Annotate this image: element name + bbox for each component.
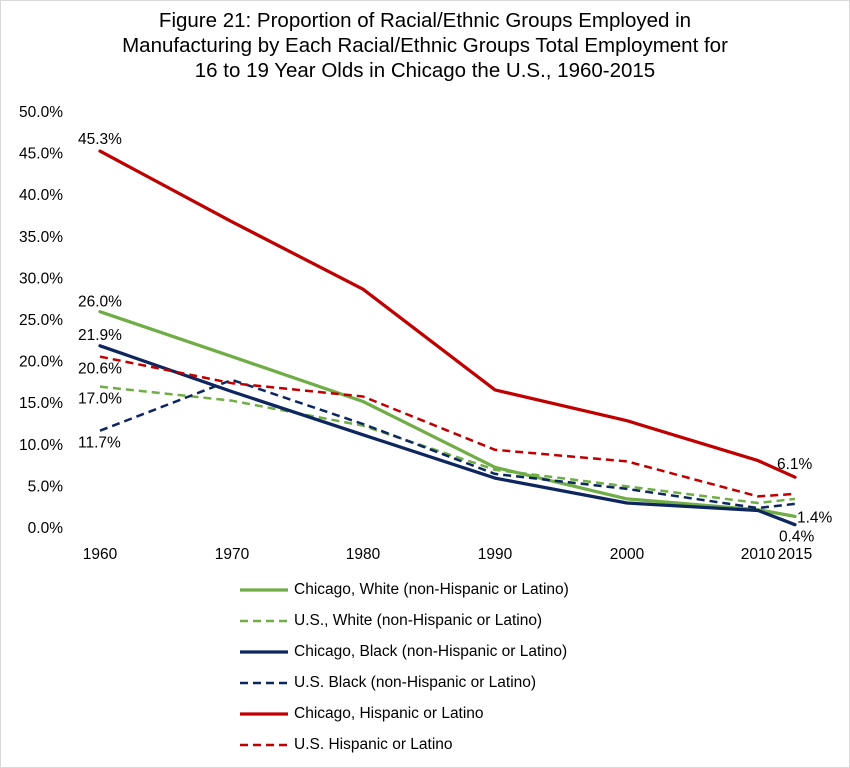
legend-item-1: Chicago, White (non-Hispanic or Latino)	[240, 574, 569, 605]
legend-item-4: U.S. Black (non-Hispanic or Latino)	[240, 667, 569, 698]
legend-label: U.S. Black (non-Hispanic or Latino)	[294, 673, 537, 691]
data-label: 17.0%	[78, 391, 122, 408]
chart-title-line-3: 16 to 19 Year Olds in Chicago the U.S., …	[194, 59, 656, 82]
legend-label: Chicago, Black (non-Hispanic or Latino)	[294, 642, 568, 660]
data-label: 1.4%	[797, 509, 833, 526]
x-tick-label: 1960	[83, 546, 118, 563]
legend-swatch	[240, 619, 288, 622]
series-line-5	[98, 149, 797, 479]
x-tick-label: 2010	[741, 546, 776, 563]
x-tick-label: 1970	[215, 546, 250, 563]
data-label: 0.4%	[779, 529, 815, 546]
y-tick-label: 40.0%	[19, 187, 63, 204]
legend-label: Chicago, Hispanic or Latino	[294, 704, 484, 722]
y-tick-label: 20.0%	[19, 354, 63, 371]
chart-legend: Chicago, White (non-Hispanic or Latino) U…	[240, 574, 569, 760]
y-tick-label: 25.0%	[19, 312, 63, 329]
legend-item-6: U.S. Hispanic or Latino	[240, 729, 569, 760]
series-line-6	[99, 355, 796, 498]
legend-label: Chicago, White (non-Hispanic or Latino)	[294, 580, 569, 598]
chart-title-line-1: Figure 21: Proportion of Racial/Ethnic G…	[158, 9, 692, 32]
legend-swatch	[240, 681, 288, 684]
legend-item-3: Chicago, Black (non-Hispanic or Latino)	[240, 636, 569, 667]
legend-swatch	[240, 649, 288, 654]
legend-swatch	[240, 743, 288, 746]
y-tick-label: 45.0%	[19, 146, 63, 163]
y-tick-label: 5.0%	[28, 478, 64, 495]
y-tick-label: 30.0%	[19, 270, 63, 287]
chart-title-line-2: Manufacturing by Each Racial/Ethnic Grou…	[122, 34, 728, 57]
x-tick-label: 1980	[346, 546, 381, 563]
x-tick-label: 2000	[610, 546, 645, 563]
y-tick-label: 0.0%	[28, 520, 64, 537]
series-line-2	[99, 385, 796, 505]
legend-item-5: Chicago, Hispanic or Latino	[240, 698, 569, 729]
series-line-1	[98, 310, 797, 519]
y-tick-label: 10.0%	[19, 437, 63, 454]
data-label: 21.9%	[78, 327, 122, 344]
series-line-3	[98, 344, 797, 527]
chart-title: Figure 21: Proportion of Racial/Ethnic G…	[0, 8, 850, 83]
data-label: 6.1%	[777, 456, 813, 473]
legend-label: U.S. Hispanic or Latino	[294, 735, 453, 753]
data-label: 11.7%	[78, 435, 121, 452]
data-label: 26.0%	[78, 294, 122, 311]
data-label: 20.6%	[78, 361, 122, 378]
series-line-4	[99, 378, 796, 510]
x-tick-label: 1990	[478, 546, 513, 563]
y-tick-label: 35.0%	[19, 229, 63, 246]
x-tick-label: 2015	[778, 546, 812, 563]
legend-swatch	[240, 587, 288, 592]
legend-label: U.S., White (non-Hispanic or Latino)	[294, 611, 543, 629]
y-tick-label: 15.0%	[19, 395, 63, 412]
legend-swatch	[240, 711, 288, 716]
data-label: 45.3%	[78, 131, 122, 148]
y-tick-label: 50.0%	[19, 104, 63, 121]
legend-item-2: U.S., White (non-Hispanic or Latino)	[240, 605, 569, 636]
